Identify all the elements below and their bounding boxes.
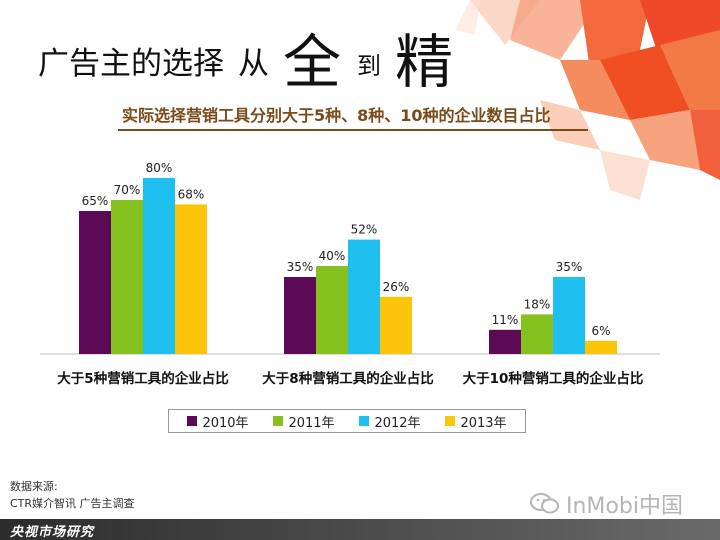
title-main: 广告主的选择	[38, 46, 224, 82]
data-label-2010年-cat1: 35%	[287, 260, 314, 274]
bar-2013年-cat1	[380, 296, 412, 354]
bar-2011年-cat2	[521, 314, 553, 354]
chart-subtitle: 实际选择营销工具分别大于5种、8种、10种的企业数目占比	[122, 106, 551, 125]
data-label-2011年-cat0: 70%	[114, 183, 141, 197]
title-quan: 全	[283, 28, 342, 96]
title-jing: 精	[395, 28, 454, 96]
data-label-2013年-cat1: 26%	[383, 280, 410, 294]
bar-2012年-cat2	[553, 277, 585, 354]
bar-2011年-cat1	[316, 266, 348, 354]
data-label-2011年-cat2: 18%	[524, 297, 551, 311]
data-label-2012年-cat2: 35%	[556, 260, 583, 274]
data-label-2013年-cat2: 6%	[591, 324, 610, 338]
title-from: 从	[238, 46, 269, 82]
subtitle-underline	[118, 129, 588, 131]
legend-swatch-2011	[273, 416, 284, 426]
legend-label-2013: 2013年	[460, 415, 507, 431]
bar-2010年-cat2	[489, 329, 521, 354]
legend-swatch-2010	[187, 416, 198, 426]
bar-2012年-cat1	[348, 239, 380, 354]
legend-label-2012: 2012年	[374, 415, 421, 431]
data-label-2012年-cat1: 52%	[351, 223, 378, 237]
source-text: CTR媒介智讯 广告主调查	[10, 497, 135, 510]
data-label-2010年-cat0: 65%	[82, 194, 109, 208]
legend-item-2010: 2010年	[187, 412, 249, 431]
watermark-text: InMobi中国	[566, 494, 683, 519]
bar-chart: 65% 70% 80% 68% 大于5种营销工具的企业占比 35% 40% 52% 26% 大于8…	[40, 161, 660, 387]
page-title: 广告主的选择 从 全 到 精	[38, 22, 453, 94]
category-label-2: 大于10种营销工具的企业占比	[463, 370, 644, 387]
footer-brand: 央视市场研究	[10, 525, 95, 540]
title-dao: 到	[357, 52, 382, 80]
legend-label-2011: 2011年	[288, 415, 335, 431]
wechat-icon	[530, 493, 559, 514]
legend-swatch-2013	[445, 416, 456, 426]
data-source: 数据来源: CTR媒介智讯 广告主调查	[10, 478, 135, 512]
data-label-2011年-cat1: 40%	[319, 249, 346, 263]
category-label-1: 大于8种营销工具的企业占比	[262, 370, 433, 387]
data-label-2012年-cat0: 80%	[146, 161, 173, 175]
watermark: InMobi中国	[530, 488, 683, 520]
footer-bar	[0, 519, 720, 540]
bar-2013年-cat2	[585, 340, 617, 354]
bar-2010年-cat0	[79, 211, 111, 354]
source-label: 数据来源:	[10, 480, 58, 493]
bar-2011年-cat0	[111, 200, 143, 354]
legend-item-2011: 2011年	[273, 412, 335, 431]
data-label-2010年-cat2: 11%	[492, 313, 519, 327]
data-label-2013年-cat0: 68%	[178, 187, 205, 201]
legend-swatch-2012	[359, 416, 370, 426]
legend-item-2012: 2012年	[359, 412, 421, 431]
legend-item-2013: 2013年	[445, 412, 507, 431]
category-label-0: 大于5种营销工具的企业占比	[57, 370, 228, 387]
legend-label-2010: 2010年	[202, 415, 249, 431]
bar-2010年-cat1	[284, 277, 316, 354]
bar-2012年-cat0	[143, 178, 175, 354]
chart-legend: 2010年 2011年 2012年 2013年	[168, 409, 526, 433]
bar-2013年-cat0	[175, 204, 207, 354]
